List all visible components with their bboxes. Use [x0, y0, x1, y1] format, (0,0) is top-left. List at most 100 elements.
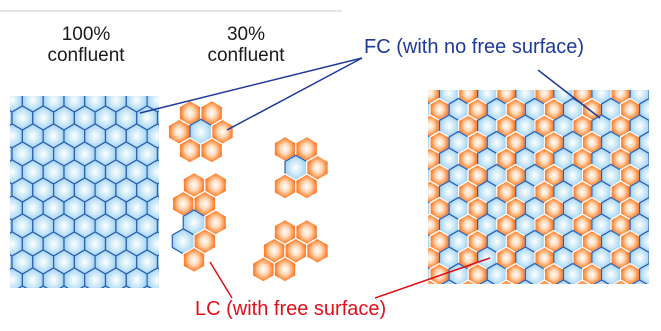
- fc-cell: [401, 247, 420, 269]
- lc-leader-to-stripes: [374, 257, 491, 299]
- fc-leader-to-ring: [226, 57, 363, 131]
- fc-cell: [64, 304, 85, 328]
- lc-cell: [621, 297, 640, 319]
- fc-cell: [0, 304, 2, 328]
- lc-cell: [430, 297, 449, 319]
- lc-cell: [182, 246, 206, 274]
- lc-callout: LC (with free surface): [195, 298, 387, 320]
- fc-cell: [401, 148, 420, 170]
- lc-cell: [178, 137, 202, 164]
- fc-cell: [100, 285, 111, 288]
- fc-cell: [106, 304, 127, 328]
- fc-cell: [121, 285, 131, 288]
- fc-cell: [479, 279, 496, 284]
- fc-cell: [22, 304, 43, 328]
- fc-cell: [156, 254, 159, 270]
- top-divider: [0, 10, 342, 12]
- lc-cell: [295, 173, 319, 200]
- fc-cell: [12, 322, 33, 331]
- fc-cell: [33, 322, 54, 331]
- fc-cell: [0, 160, 2, 184]
- fc-cell: [104, 267, 127, 288]
- fc-cell: [401, 82, 420, 104]
- lc-cell: [273, 256, 297, 283]
- lc-cell: [544, 297, 563, 319]
- leader-lines: [139, 57, 601, 299]
- fc-cell: [401, 214, 420, 236]
- lc-cell: [506, 297, 525, 319]
- fc-cell: [125, 267, 148, 288]
- lc-cell: [612, 279, 629, 284]
- fc-cell: [156, 146, 159, 162]
- lc-cell: [251, 256, 275, 283]
- fc-leader-to-stripes: [537, 69, 601, 119]
- fc-cell: [640, 297, 659, 319]
- fc-cell: [428, 168, 431, 183]
- fc-cell: [631, 279, 648, 284]
- fc-cell: [449, 297, 468, 319]
- fc-cell: [21, 267, 44, 288]
- fc-cell: [158, 322, 179, 331]
- fc-cell: [428, 135, 431, 150]
- label-100-percent: 100%: [61, 24, 111, 45]
- fc-cell: [0, 286, 12, 310]
- fc-cell: [10, 267, 23, 288]
- lc-cell: [459, 279, 477, 284]
- lc-cell: [200, 137, 224, 164]
- fc-cell: [555, 279, 572, 284]
- fc-cell: [0, 196, 2, 220]
- fc-cell: [517, 279, 534, 284]
- fc-cell: [17, 285, 28, 288]
- fc-callout: FC (with no free surface): [364, 36, 585, 58]
- fc-cell: [178, 322, 199, 331]
- fc-cell: [428, 234, 431, 249]
- lc-cell: [273, 173, 297, 200]
- fc-cell: [59, 285, 69, 288]
- fc-cell: [0, 268, 2, 292]
- fc-cell: [0, 232, 2, 256]
- fc-cell: [401, 115, 420, 137]
- fc-cell: [411, 297, 430, 319]
- cell-clusters: [167, 99, 329, 283]
- fc-cell: [168, 268, 189, 292]
- fc-cell: [85, 304, 106, 328]
- fc-cell: [428, 102, 431, 117]
- label-30-confluent: 30% confluent: [180, 24, 312, 66]
- fc-cell: [168, 304, 189, 328]
- fc-cell: [116, 322, 137, 331]
- fc-cell: [563, 297, 582, 319]
- label-100-confluent: 100% confluent: [20, 24, 152, 66]
- fc-cell: [42, 267, 65, 288]
- fc-cell: [0, 88, 2, 112]
- fc-cell: [0, 124, 2, 148]
- lc-cell: [536, 279, 553, 284]
- fc-cell: [147, 304, 168, 328]
- lc-cell: [468, 297, 487, 319]
- lc-leader-to-cluster: [209, 261, 233, 299]
- label-30-percent: 30%: [226, 24, 266, 45]
- fc-cell: [137, 322, 158, 331]
- fc-cell: [74, 322, 95, 331]
- fc-cell: [146, 267, 159, 288]
- fc-cell: [43, 304, 64, 328]
- fc-cell: [38, 285, 48, 288]
- fc-cell: [126, 304, 147, 328]
- fc-cell: [487, 297, 506, 319]
- fc-cell: [84, 267, 107, 288]
- confluent-monolayer: [0, 88, 199, 331]
- fc-leader-to-monolayer: [139, 57, 363, 114]
- lc-cell: [306, 237, 329, 265]
- fc-cell: [401, 181, 420, 203]
- striped-pattern: [401, 82, 659, 319]
- label-100-confluent-word: confluent: [47, 45, 125, 66]
- fc-cell: [2, 304, 23, 328]
- fc-cell: [593, 279, 610, 284]
- fc-cell: [440, 279, 458, 284]
- lc-cell: [574, 279, 591, 284]
- fc-cell: [63, 267, 86, 288]
- fc-cell: [142, 285, 152, 288]
- fc-cell: [0, 322, 12, 331]
- fc-cell: [80, 285, 90, 288]
- fc-cell: [602, 297, 621, 319]
